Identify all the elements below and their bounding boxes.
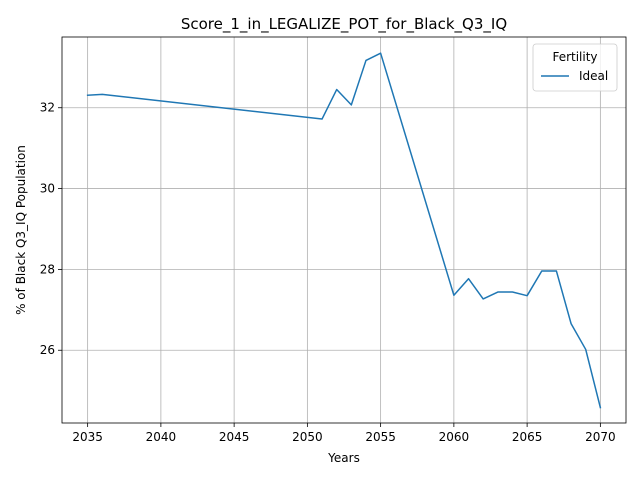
x-tick-label: 2055 bbox=[365, 430, 396, 444]
x-tick-label: 2035 bbox=[72, 430, 103, 444]
legend: Fertility Ideal bbox=[533, 44, 617, 91]
x-tick-label: 2070 bbox=[585, 430, 616, 444]
y-tick-label: 26 bbox=[40, 343, 55, 357]
y-tick-label: 30 bbox=[40, 182, 55, 196]
x-tick-label: 2065 bbox=[512, 430, 543, 444]
x-tick-label: 2060 bbox=[439, 430, 470, 444]
y-tick-label: 28 bbox=[40, 262, 55, 276]
y-axis-label: % of Black Q3_IQ Population bbox=[14, 145, 28, 315]
legend-label-ideal: Ideal bbox=[579, 69, 608, 83]
x-tick-label: 2040 bbox=[146, 430, 177, 444]
x-axis-label: Years bbox=[327, 451, 360, 465]
x-tick-label: 2045 bbox=[219, 430, 250, 444]
x-tick-label: 2050 bbox=[292, 430, 323, 444]
chart-title: Score_1_in_LEGALIZE_POT_for_Black_Q3_IQ bbox=[181, 15, 507, 34]
legend-title: Fertility bbox=[552, 50, 597, 64]
y-tick-label: 32 bbox=[40, 101, 55, 115]
